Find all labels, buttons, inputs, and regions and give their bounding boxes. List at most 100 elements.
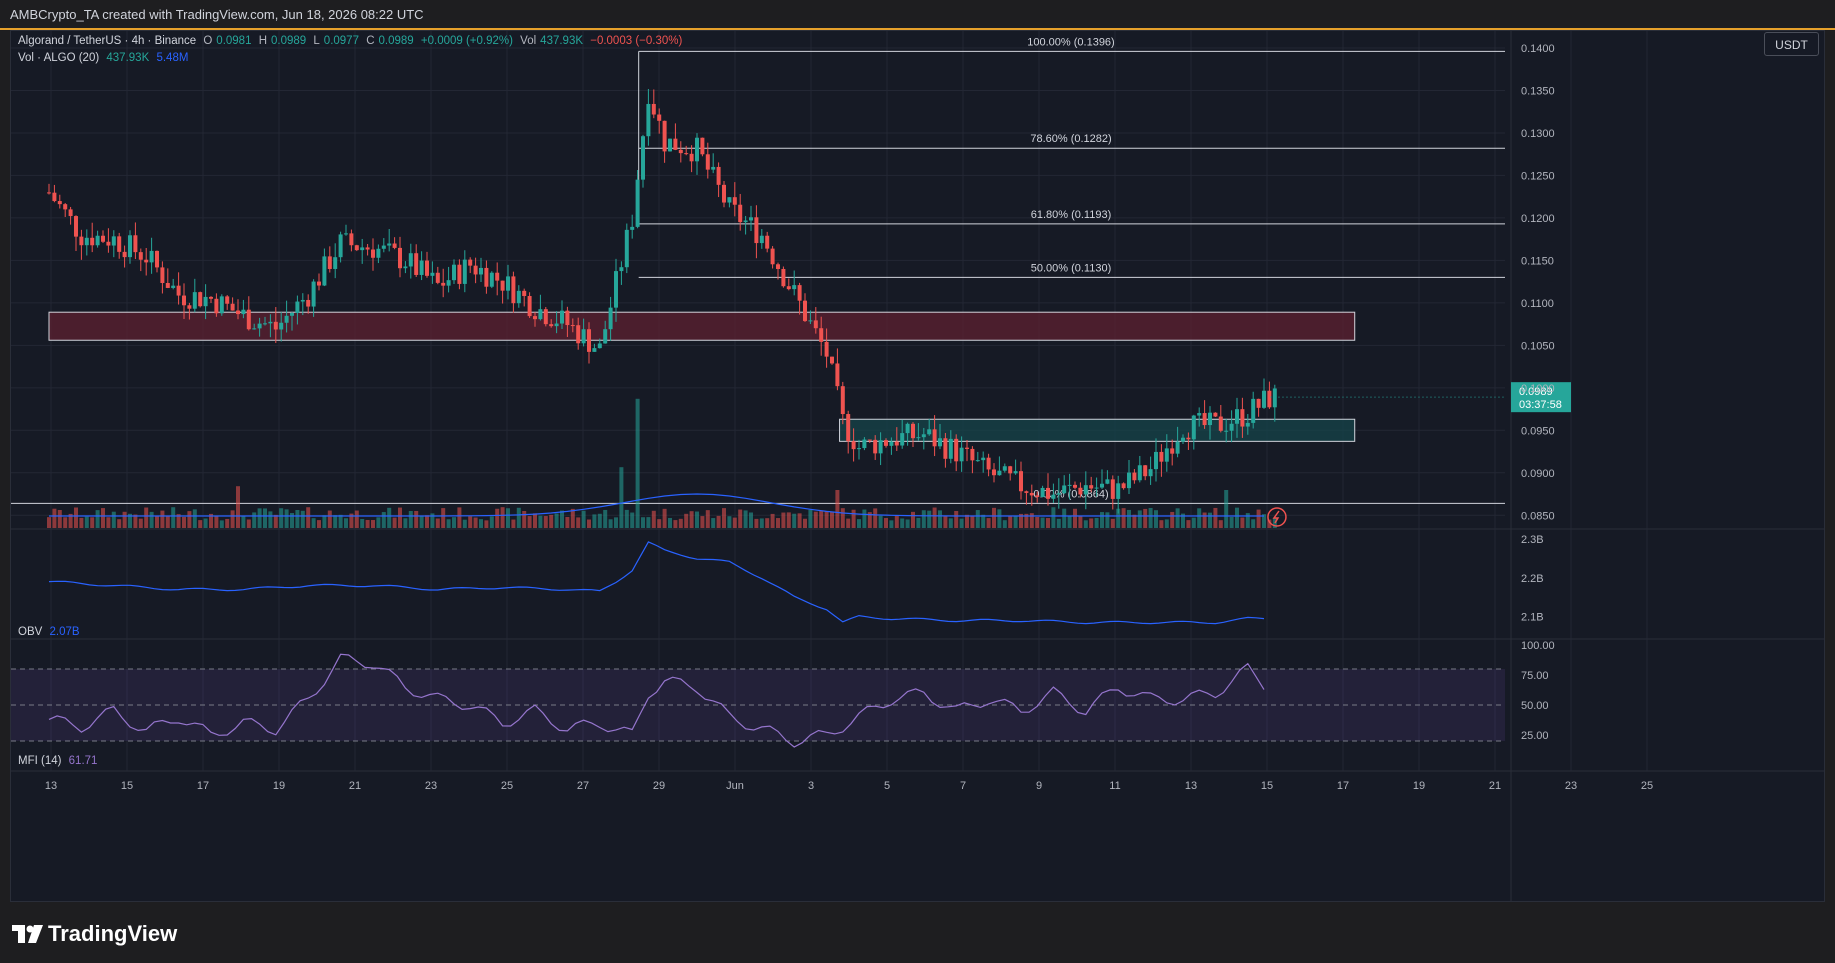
time-tick-label: 23 [1565, 780, 1577, 792]
candle-body [975, 460, 980, 462]
lightning-icon-ring [1267, 507, 1287, 527]
candle-body [176, 285, 181, 296]
volume-bar [749, 512, 753, 528]
volume-bar [840, 508, 845, 528]
candle-body [360, 247, 365, 251]
volume-bar [279, 508, 284, 528]
volume-bar [651, 510, 656, 528]
candle-body [106, 241, 111, 246]
volume-bar [765, 518, 770, 528]
price-tick-label: 0.0950 [1521, 425, 1555, 437]
candle-body [1170, 448, 1175, 454]
candle-body [425, 260, 429, 276]
price-tick-label: 0.0850 [1521, 510, 1555, 522]
volume-bar [959, 518, 964, 528]
volume-indicator-title[interactable]: Vol · ALGO (20) [18, 52, 100, 64]
price-tick-label: 0.1200 [1521, 213, 1555, 225]
volume-bar [1229, 516, 1234, 528]
candle-body [1256, 398, 1261, 408]
candle-body [101, 235, 105, 242]
candle-body [516, 290, 521, 304]
volume-bar [819, 510, 824, 528]
volume-bar [614, 517, 618, 528]
volume-bar [1159, 520, 1164, 528]
candle-body [678, 149, 683, 154]
candle-body [187, 305, 192, 309]
candle-body [657, 114, 662, 121]
volume-bar [1100, 512, 1104, 528]
mfi-title[interactable]: MFI (14) [18, 755, 62, 767]
volume-bar [587, 519, 591, 528]
candle-body [608, 307, 613, 330]
candle-body [1073, 484, 1077, 488]
candle-body [948, 438, 953, 459]
candle-body [830, 356, 834, 364]
candle-body [74, 216, 78, 237]
volume-bar [1224, 490, 1229, 528]
candle-body [662, 120, 667, 152]
volume-bar [570, 508, 575, 528]
time-tick-label: 17 [197, 780, 209, 792]
volume-bar [921, 510, 926, 528]
candle-body [47, 192, 51, 194]
volume-bar [905, 519, 910, 528]
volume-bar [732, 517, 737, 528]
time-tick-label: 29 [653, 780, 665, 792]
time-tick-label: 9 [1036, 780, 1042, 792]
candle-body [711, 166, 716, 170]
volume-bar [981, 514, 986, 528]
volume-bar [986, 518, 991, 528]
candle-body [349, 233, 354, 246]
mfi-tick-label: 100.00 [1521, 640, 1555, 652]
volume-bar [182, 516, 186, 528]
candle-body [668, 138, 672, 152]
candle-body [646, 103, 651, 137]
candle-body [1148, 469, 1153, 477]
price-tick-label: 0.0900 [1521, 468, 1555, 480]
volume-bar [473, 517, 478, 528]
volume-bar [992, 507, 996, 528]
candle-body [138, 252, 143, 260]
candle-body [727, 197, 732, 203]
volume-bar [770, 513, 775, 528]
chart-canvas[interactable]: 100.00% (0.1396) 78.60% (0.1282) 61.80% (0… [11, 31, 1824, 901]
volume-bar [209, 513, 213, 528]
candle-body [624, 229, 629, 268]
candle-body [554, 323, 559, 327]
time-tick-label: 7 [960, 780, 966, 792]
symbol-title[interactable]: Algorand / TetherUS · 4h · Binance [18, 35, 197, 47]
volume-bar [943, 515, 948, 528]
volume-bar [403, 518, 408, 528]
candle-body [1083, 485, 1088, 495]
candle-body [1202, 413, 1207, 426]
price-tick-label: 0.1300 [1521, 128, 1555, 140]
candle-body [705, 154, 710, 170]
volume-bar [846, 518, 851, 528]
candle-body [371, 249, 375, 258]
candle-body [943, 438, 948, 459]
obv-title[interactable]: OBV [18, 626, 43, 638]
candle-body [743, 220, 748, 223]
volume-bar [376, 517, 381, 528]
candle-body [306, 299, 311, 307]
volume-bar [1164, 519, 1169, 528]
volume-bar [155, 515, 159, 528]
candle-body [327, 256, 332, 269]
currency-button[interactable]: USDT [1764, 32, 1819, 56]
candle-body [182, 295, 186, 306]
time-tick-label: 17 [1337, 780, 1349, 792]
volume-bar [705, 510, 710, 528]
volume-bar [408, 510, 413, 528]
chart-frame[interactable]: 100.00% (0.1396) 78.60% (0.1282) 61.80% (0… [10, 30, 1825, 902]
volume-bar [246, 519, 251, 528]
obv-tick-label: 2.1B [1521, 612, 1544, 624]
candle-body [759, 235, 764, 244]
candle-body [252, 328, 257, 330]
candle-body [90, 237, 95, 246]
candle-body [484, 267, 489, 287]
candle-body [835, 363, 840, 387]
volume-bar [727, 516, 732, 528]
candle-body [435, 272, 440, 283]
volume-bar [1245, 513, 1250, 528]
candle-body [614, 271, 618, 308]
